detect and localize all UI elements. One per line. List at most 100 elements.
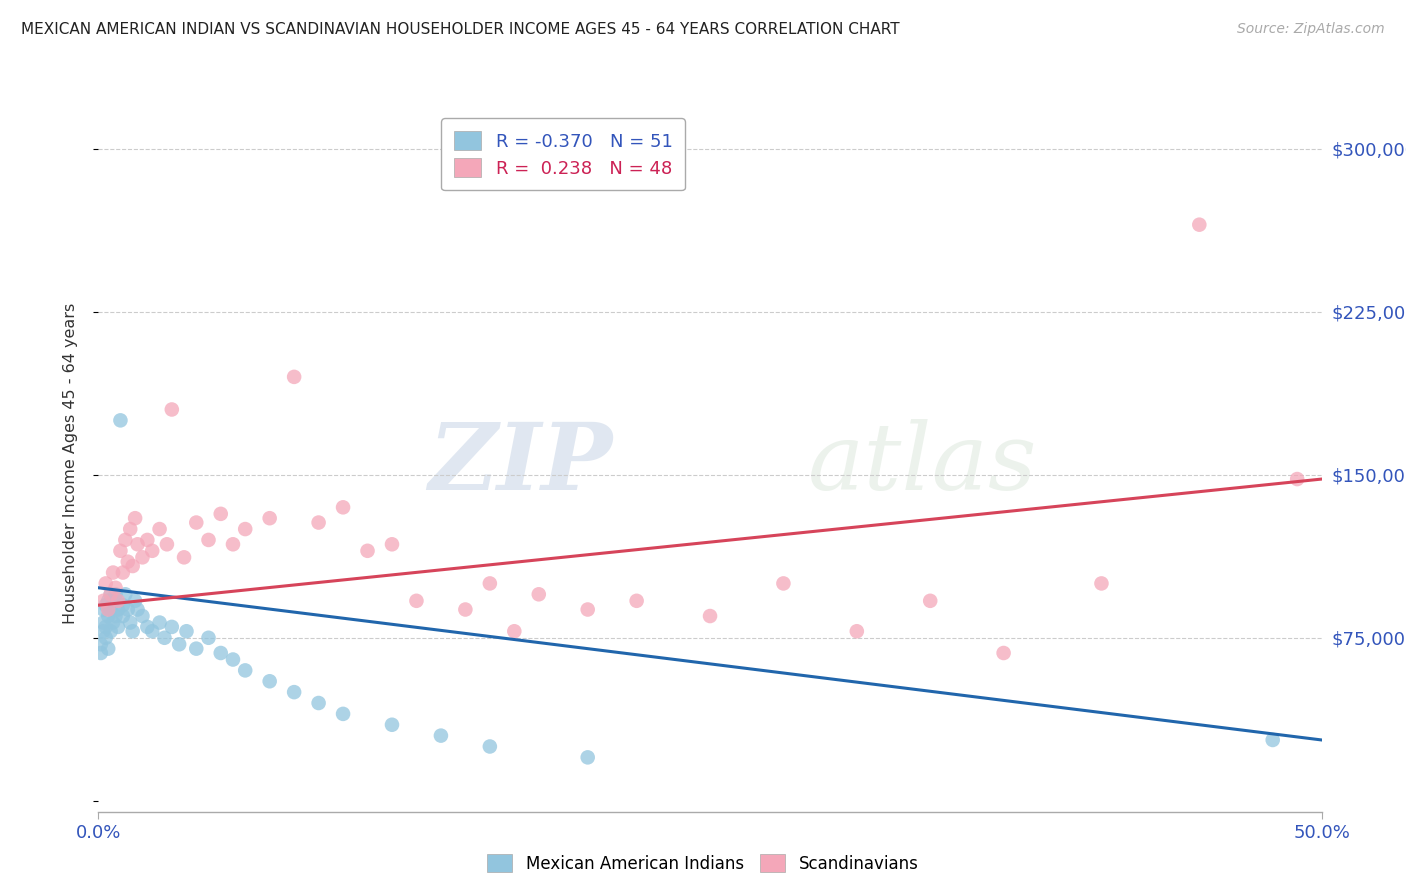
Point xyxy=(141,543,163,558)
Point xyxy=(121,559,143,574)
Point xyxy=(91,602,114,616)
Point xyxy=(101,615,124,630)
Point xyxy=(308,696,330,710)
Point xyxy=(153,631,176,645)
Text: atlas: atlas xyxy=(808,419,1038,508)
Point xyxy=(186,516,208,530)
Point xyxy=(920,594,942,608)
Text: MEXICAN AMERICAN INDIAN VS SCANDINAVIAN HOUSEHOLDER INCOME AGES 45 - 64 YEARS CO: MEXICAN AMERICAN INDIAN VS SCANDINAVIAN … xyxy=(21,22,900,37)
Point xyxy=(503,624,526,639)
Point xyxy=(124,594,146,608)
Point xyxy=(149,615,172,630)
Point xyxy=(149,522,172,536)
Point xyxy=(141,624,163,639)
Point xyxy=(94,620,117,634)
Point xyxy=(478,739,501,754)
Point xyxy=(332,500,354,515)
Point xyxy=(131,609,153,624)
Point xyxy=(197,533,219,547)
Point xyxy=(576,750,599,764)
Point xyxy=(104,587,127,601)
Point xyxy=(107,620,129,634)
Point xyxy=(283,685,305,699)
Point xyxy=(136,620,159,634)
Point xyxy=(430,729,453,743)
Point xyxy=(209,507,232,521)
Point xyxy=(91,624,114,639)
Point xyxy=(111,609,134,624)
Point xyxy=(111,566,134,580)
Point xyxy=(91,615,114,630)
Point xyxy=(136,533,159,547)
Point xyxy=(97,609,120,624)
Point xyxy=(156,537,179,551)
Point xyxy=(772,576,794,591)
Point xyxy=(1261,733,1284,747)
Point xyxy=(1090,576,1112,591)
Point xyxy=(160,620,183,634)
Point xyxy=(97,641,120,656)
Point xyxy=(993,646,1015,660)
Text: Source: ZipAtlas.com: Source: ZipAtlas.com xyxy=(1237,22,1385,37)
Point xyxy=(90,646,112,660)
Legend: Mexican American Indians, Scandinavians: Mexican American Indians, Scandinavians xyxy=(481,847,925,880)
Point xyxy=(186,641,208,656)
Point xyxy=(117,602,139,616)
Point xyxy=(127,537,149,551)
Point xyxy=(100,602,122,616)
Point xyxy=(176,624,198,639)
Point xyxy=(197,631,219,645)
Point xyxy=(124,511,146,525)
Point xyxy=(478,576,501,591)
Point xyxy=(90,637,112,651)
Point xyxy=(97,594,120,608)
Point xyxy=(94,576,117,591)
Point xyxy=(107,594,129,608)
Point xyxy=(259,674,281,689)
Point xyxy=(454,602,477,616)
Point xyxy=(104,609,127,624)
Point xyxy=(332,706,354,721)
Point xyxy=(222,537,245,551)
Point xyxy=(127,602,149,616)
Point xyxy=(527,587,550,601)
Point xyxy=(94,598,117,612)
Point xyxy=(104,581,127,595)
Point xyxy=(356,543,378,558)
Point xyxy=(222,652,245,666)
Point xyxy=(699,609,721,624)
Point xyxy=(308,516,330,530)
Point xyxy=(233,664,256,678)
Point xyxy=(97,602,120,616)
Point xyxy=(94,631,117,645)
Point xyxy=(100,587,122,601)
Point xyxy=(405,594,427,608)
Point xyxy=(160,402,183,417)
Point xyxy=(381,717,404,731)
Point xyxy=(110,543,132,558)
Point xyxy=(121,624,143,639)
Point xyxy=(131,550,153,565)
Text: ZIP: ZIP xyxy=(427,419,612,508)
Point xyxy=(117,555,139,569)
Point xyxy=(209,646,232,660)
Point xyxy=(283,369,305,384)
Point xyxy=(626,594,648,608)
Y-axis label: Householder Income Ages 45 - 64 years: Householder Income Ages 45 - 64 years xyxy=(63,303,77,624)
Point xyxy=(114,533,136,547)
Point xyxy=(381,537,404,551)
Point xyxy=(100,624,122,639)
Point xyxy=(101,566,124,580)
Point xyxy=(107,602,129,616)
Point xyxy=(576,602,599,616)
Point xyxy=(120,522,142,536)
Point xyxy=(110,413,132,427)
Legend: R = -0.370   N = 51, R =  0.238   N = 48: R = -0.370 N = 51, R = 0.238 N = 48 xyxy=(441,118,685,190)
Point xyxy=(233,522,256,536)
Point xyxy=(120,615,142,630)
Point xyxy=(101,594,124,608)
Point xyxy=(173,550,195,565)
Point xyxy=(845,624,868,639)
Point xyxy=(111,598,134,612)
Point xyxy=(114,587,136,601)
